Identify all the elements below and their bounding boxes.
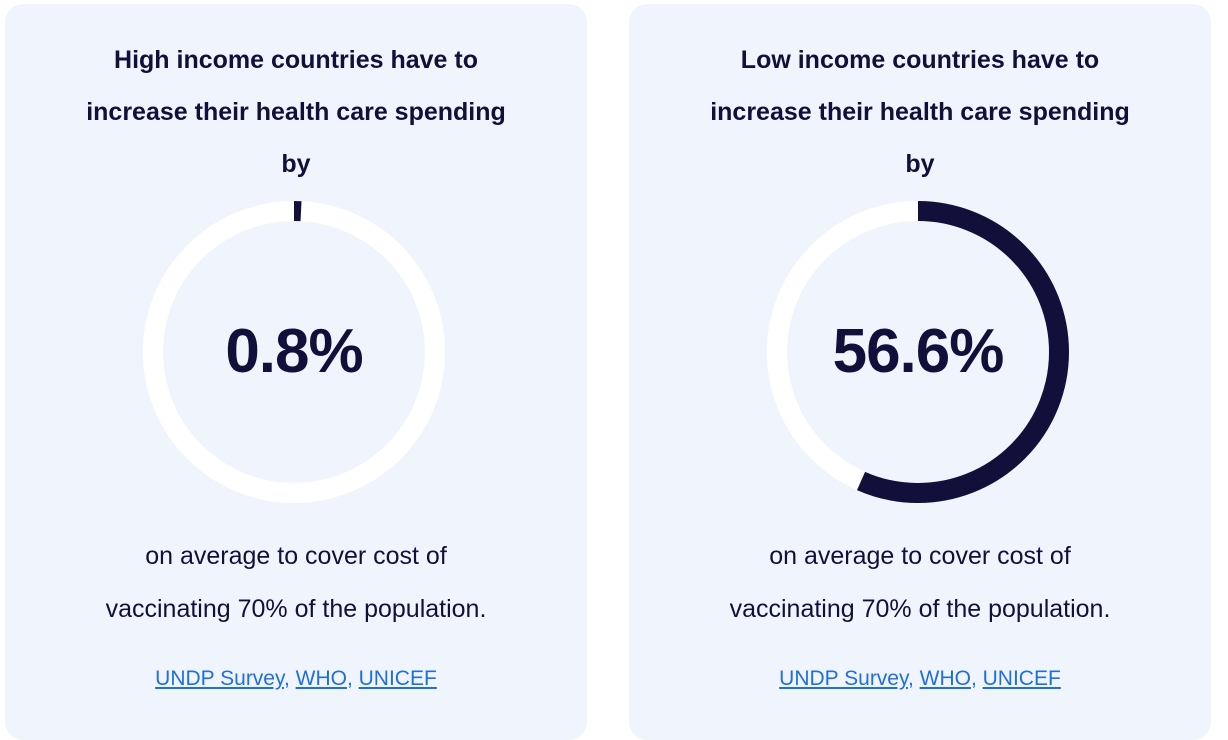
sources: UNDP Survey, WHO, UNICEF (649, 664, 1191, 694)
source-link-undp-survey[interactable]: UNDP Survey (155, 667, 284, 690)
progress-ring: 0.8% (139, 197, 449, 507)
progress-ring-fill (143, 201, 445, 503)
card-subtitle-line: vaccinating 70% of the population. (105, 595, 487, 623)
source-separator: , (346, 667, 353, 690)
source-separator: , (907, 667, 914, 690)
source-link-unicef[interactable]: UNICEF (982, 667, 1061, 690)
source-separator: , (970, 667, 977, 690)
low-income-card: Low income countries have to increase th… (629, 4, 1211, 740)
card-title-line: by (905, 150, 935, 178)
source-link-who[interactable]: WHO (919, 667, 971, 690)
card-subtitle-line: on average to cover cost of (769, 542, 1071, 570)
card-title: High income countries have to increase t… (25, 34, 567, 190)
card-subtitle-line: vaccinating 70% of the population. (729, 595, 1111, 623)
high-income-card: High income countries have to increase t… (5, 4, 587, 740)
card-title-line: Low income countries have to (740, 46, 1100, 74)
card-subtitle: on average to cover cost of vaccinating … (25, 530, 567, 636)
card-title-line: increase their health care spending (86, 98, 506, 126)
source-separator: , (283, 667, 290, 690)
progress-ring: 56.6% (763, 197, 1073, 507)
card-title-line: by (281, 150, 311, 178)
percentage-value: 56.6% (832, 317, 1005, 386)
card-title: Low income countries have to increase th… (649, 34, 1191, 190)
source-link-unicef[interactable]: UNICEF (358, 667, 437, 690)
card-title-line: increase their health care spending (710, 98, 1130, 126)
progress-ring-fill (767, 201, 1069, 503)
percentage-value: 0.8% (225, 317, 363, 386)
sources: UNDP Survey, WHO, UNICEF (25, 664, 567, 694)
card-subtitle: on average to cover cost of vaccinating … (649, 530, 1191, 636)
source-link-who[interactable]: WHO (295, 667, 347, 690)
source-link-undp-survey[interactable]: UNDP Survey (779, 667, 908, 690)
progress-ring-graphic (767, 201, 1069, 503)
card-subtitle-line: on average to cover cost of (145, 542, 447, 570)
card-title-line: High income countries have to (114, 46, 478, 74)
progress-ring-graphic (143, 201, 445, 503)
